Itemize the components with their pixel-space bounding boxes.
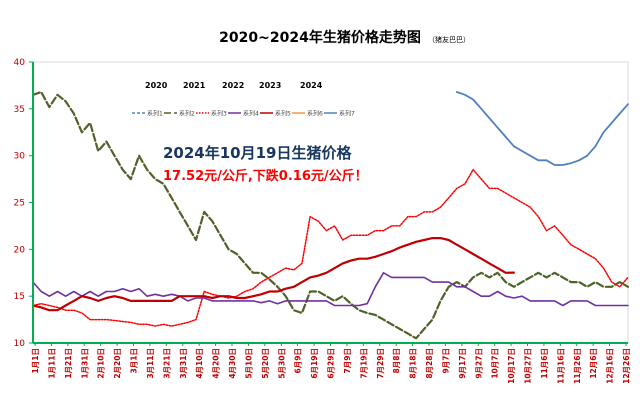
y-tick-label: 30 [14, 152, 26, 162]
chart-title: 2020~2024年生猪价格走势图 [219, 29, 421, 46]
year-label: 2020 [145, 81, 168, 90]
legend: 系列1 系列2 系列3 系列4 系列5 系列6 系列7 [132, 110, 355, 118]
x-tick-label: 5月20日 [261, 348, 270, 379]
y-tick-label: 15 [14, 292, 25, 302]
x-tick-label: 3月1日 [130, 348, 139, 373]
x-tick-label: 11月16日 [556, 348, 565, 384]
x-tick-label: 12月6日 [589, 348, 598, 379]
x-tick-label: 10月27日 [524, 348, 533, 384]
year-label: 2023 [259, 81, 281, 90]
x-tick-label: 5月30日 [277, 348, 286, 379]
year-label: 2021 [183, 81, 206, 90]
x-tick-label: 6月29日 [327, 348, 336, 379]
series-line-7 [455, 91, 629, 166]
x-tick-label: 1月21日 [64, 348, 73, 379]
series-line-4 [32, 271, 629, 307]
x-tick-label: 3月11日 [146, 348, 155, 379]
y-tick-label: 25 [14, 199, 25, 209]
legend-label: 系列4 [243, 110, 259, 118]
x-tick-label: 11月26日 [573, 348, 582, 384]
x-tick-label: 4月30日 [228, 348, 237, 379]
x-tick-label: 6月9日 [294, 348, 303, 373]
x-tick-label: 2月10日 [97, 348, 106, 379]
series-line-5 [31, 237, 516, 312]
x-tick-label: 1月31日 [80, 348, 89, 379]
price-annotation-value: 17.52元/公斤,下跌0.16元/公斤！ [163, 168, 368, 184]
x-axis: 1月1日 1月11日 1月21日 1月31日 2月10日 2月20日 3月1日 3月11日 3月… [31, 342, 631, 384]
x-tick-label: 8月28日 [425, 348, 434, 379]
x-tick-label: 6月19日 [310, 348, 319, 379]
legend-label: 系列6 [307, 110, 323, 118]
x-tick-label: 7月19日 [359, 348, 368, 379]
x-tick-label: 4月10日 [195, 348, 204, 379]
series-group [31, 90, 630, 340]
x-tick-label: 12月16日 [606, 348, 615, 384]
series-line-3 [32, 168, 629, 327]
x-tick-label: 9月7日 [441, 348, 450, 373]
x-tick-label: 9月17日 [458, 348, 467, 379]
x-tick-label: 1月11日 [47, 348, 56, 379]
x-tick-label: 7月9日 [343, 348, 352, 373]
legend-label: 系列1 [147, 110, 163, 118]
legend-label: 系列2 [179, 110, 195, 118]
x-tick-label: 8月18日 [409, 348, 418, 379]
x-tick-label: 1月1日 [31, 348, 40, 373]
x-tick-label: 5月10日 [244, 348, 253, 379]
chart-title-note: （猪友巴巴） [428, 35, 470, 44]
x-tick-label: 12月26日 [622, 348, 631, 384]
legend-label: 系列7 [339, 110, 355, 118]
x-tick-label: 11月6日 [540, 348, 549, 379]
y-tick-label: 20 [14, 245, 26, 255]
year-label: 2022 [222, 81, 244, 90]
y-tick-label: 35 [14, 105, 25, 115]
x-tick-label: 3月31日 [179, 348, 188, 379]
x-tick-label: 8月8日 [392, 348, 401, 373]
legend-label: 系列3 [211, 110, 227, 118]
y-axis: 10 15 20 25 30 35 40 [14, 58, 34, 349]
series-line-2 [31, 90, 630, 340]
legend-label: 系列5 [275, 110, 291, 118]
x-tick-label: 3月21日 [162, 348, 171, 379]
x-tick-label: 10月7日 [491, 348, 500, 379]
x-tick-label: 2月20日 [113, 348, 122, 379]
y-tick-label: 40 [14, 58, 26, 68]
price-annotation-date: 2024年10月19日生猪价格 [163, 144, 352, 162]
x-tick-label: 7月29日 [376, 348, 385, 379]
y-tick-label: 10 [14, 339, 26, 349]
year-labels: 2020 2021 2022 2023 2024 [145, 81, 323, 90]
year-label: 2024 [300, 81, 323, 90]
x-tick-label: 4月20日 [212, 348, 221, 379]
x-tick-label: 10月17日 [507, 348, 516, 384]
x-tick-label: 9月27日 [474, 348, 483, 379]
